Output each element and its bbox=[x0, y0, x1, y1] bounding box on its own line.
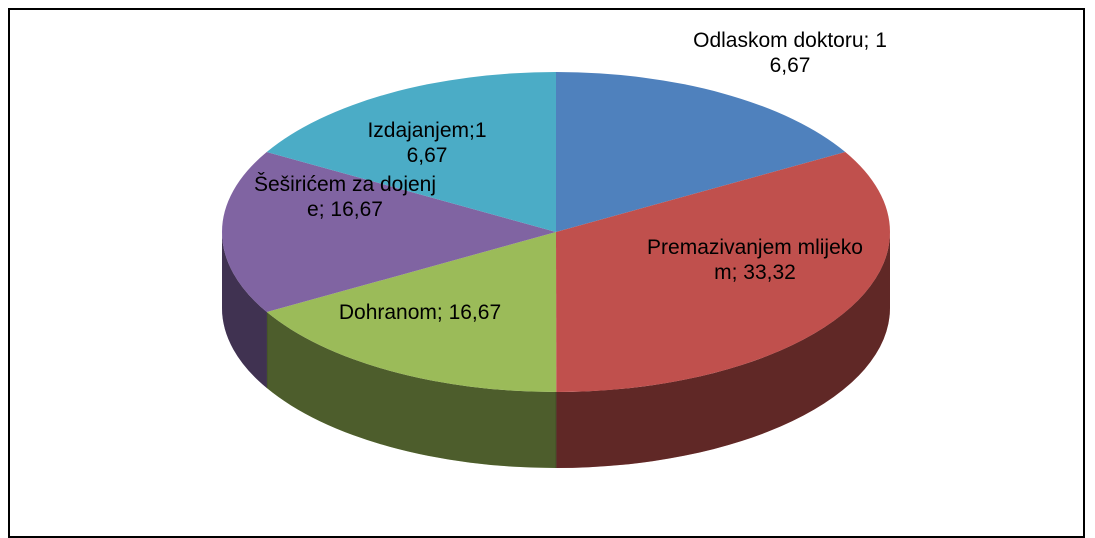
slice-side-shade bbox=[222, 232, 267, 389]
pie-slice bbox=[556, 72, 846, 232]
pie-slice bbox=[222, 152, 557, 313]
pie-slice bbox=[266, 72, 556, 232]
data-label: Dohranom; 16,67 bbox=[338, 301, 502, 324]
data-label: Izdajanjem;16,67 bbox=[367, 119, 487, 167]
data-label: Premazivanjem mlijekom; 33,32 bbox=[647, 236, 863, 284]
slice-side-shade bbox=[556, 232, 890, 468]
slice-side-shade bbox=[266, 312, 557, 468]
data-label: Šeširićem za dojenje; 16,67 bbox=[253, 173, 437, 221]
data-label: Odlaskom doktoru; 16,67 bbox=[693, 29, 887, 77]
pie-slice bbox=[556, 152, 890, 392]
pie-slice bbox=[266, 232, 557, 392]
